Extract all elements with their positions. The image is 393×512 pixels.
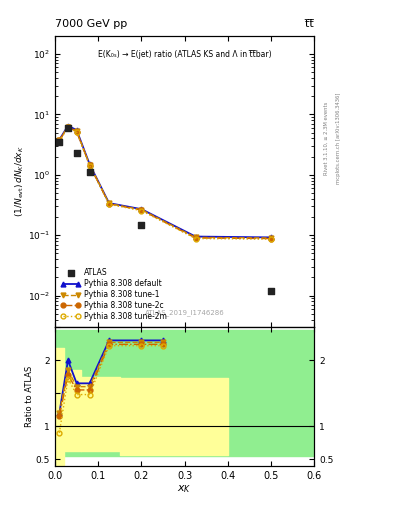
Pythia 8.308 tune-1 [87, 161, 92, 167]
Pythia 8.308 tune-1 [57, 137, 62, 143]
Pythia 8.308 tune-2m [107, 201, 112, 207]
Pythia 8.308 tune-2m [87, 162, 92, 168]
Pythia 8.308 tune-2c [139, 207, 144, 213]
Pythia 8.308 tune-1 [269, 235, 274, 241]
Pythia 8.308 default [107, 200, 112, 206]
Text: ATLAS_2019_I1746286: ATLAS_2019_I1746286 [145, 309, 224, 315]
Text: 7000 GeV pp: 7000 GeV pp [55, 18, 127, 29]
Pythia 8.308 tune-2c [269, 236, 274, 242]
Pythia 8.308 tune-2c [57, 137, 62, 143]
Text: mcplots.cern.ch [arXiv:1306.3436]: mcplots.cern.ch [arXiv:1306.3436] [336, 93, 341, 184]
ATLAS [65, 124, 71, 132]
Pythia 8.308 tune-2c [107, 201, 112, 207]
Pythia 8.308 tune-2m [66, 124, 70, 131]
Text: Rivet 3.1.10, ≥ 2.3M events: Rivet 3.1.10, ≥ 2.3M events [324, 101, 329, 175]
Pythia 8.308 tune-2m [57, 138, 62, 144]
Pythia 8.308 default [74, 127, 79, 133]
Line: Pythia 8.308 tune-1: Pythia 8.308 tune-1 [57, 124, 274, 241]
ATLAS [86, 168, 93, 177]
Pythia 8.308 tune-1 [139, 206, 144, 212]
Pythia 8.308 default [269, 234, 274, 241]
Pythia 8.308 tune-2c [193, 235, 198, 241]
Pythia 8.308 tune-2m [139, 207, 144, 214]
ATLAS [138, 221, 145, 229]
Text: t̅t̅: t̅t̅ [306, 18, 314, 29]
Text: E(K₀ₛ) → E(jet) ratio (ATLAS KS and Λ in t̅t̅bar): E(K₀ₛ) → E(jet) ratio (ATLAS KS and Λ in… [98, 50, 272, 59]
Line: Pythia 8.308 default: Pythia 8.308 default [57, 123, 274, 240]
Pythia 8.308 tune-1 [193, 234, 198, 241]
Pythia 8.308 tune-2m [269, 236, 274, 242]
Pythia 8.308 tune-1 [107, 200, 112, 206]
Y-axis label: Ratio to ATLAS: Ratio to ATLAS [26, 366, 35, 427]
ATLAS [56, 138, 62, 146]
Line: Pythia 8.308 tune-2c: Pythia 8.308 tune-2c [57, 124, 274, 241]
ATLAS [73, 149, 80, 157]
Pythia 8.308 default [66, 123, 70, 129]
Legend: ATLAS, Pythia 8.308 default, Pythia 8.308 tune-1, Pythia 8.308 tune-2c, Pythia 8: ATLAS, Pythia 8.308 default, Pythia 8.30… [59, 266, 169, 324]
Pythia 8.308 tune-2c [74, 129, 79, 135]
Pythia 8.308 tune-2c [87, 162, 92, 168]
Pythia 8.308 tune-2c [66, 124, 70, 130]
Y-axis label: $(1/N_\mathrm{evt})\,dN_K/dx_K$: $(1/N_\mathrm{evt})\,dN_K/dx_K$ [14, 145, 26, 218]
Pythia 8.308 default [139, 206, 144, 212]
Pythia 8.308 default [87, 161, 92, 167]
Pythia 8.308 default [57, 137, 62, 143]
Pythia 8.308 tune-1 [74, 128, 79, 134]
Pythia 8.308 default [193, 233, 198, 240]
Pythia 8.308 tune-2m [193, 236, 198, 242]
Pythia 8.308 tune-2m [74, 129, 79, 135]
ATLAS [268, 287, 274, 295]
Pythia 8.308 tune-1 [66, 123, 70, 130]
Line: Pythia 8.308 tune-2m: Pythia 8.308 tune-2m [57, 125, 274, 242]
X-axis label: $x_K$: $x_K$ [178, 483, 192, 495]
